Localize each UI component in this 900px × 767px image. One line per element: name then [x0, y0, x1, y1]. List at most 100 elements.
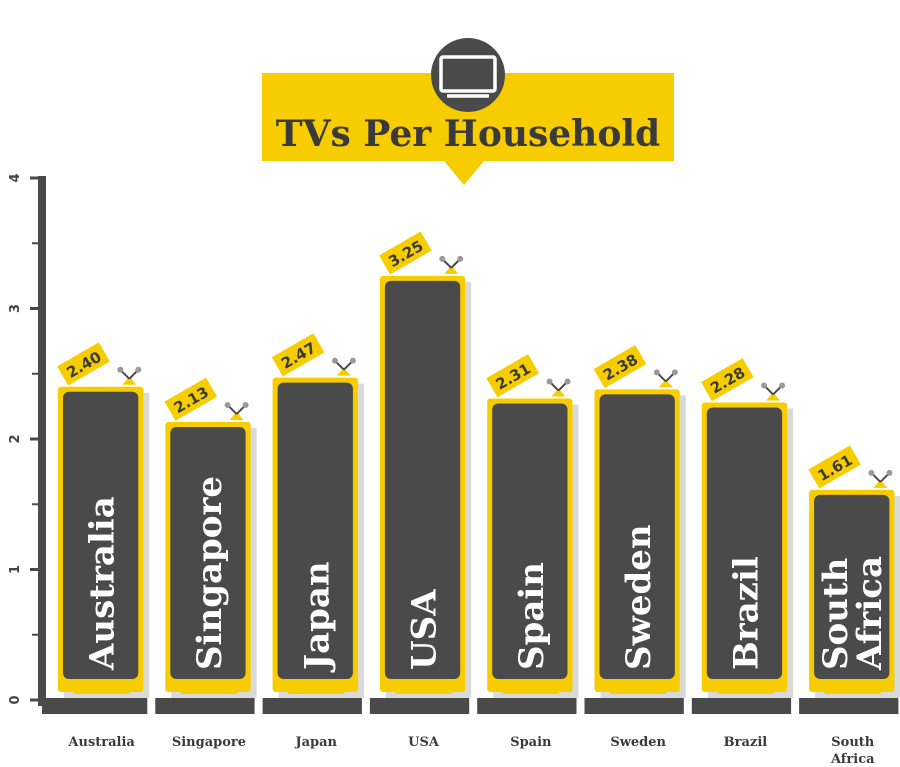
- x-category-label: Africa: [830, 752, 875, 767]
- antenna-knob: [224, 402, 231, 409]
- value-tag: 2.13: [164, 377, 218, 421]
- antenna-knob: [135, 366, 142, 373]
- antenna-rod: [772, 385, 782, 396]
- y-tick-label: 4: [8, 173, 23, 182]
- antenna-rod: [871, 473, 882, 483]
- bar-inner-label: Spain: [512, 562, 552, 670]
- x-category-label: Spain: [510, 735, 552, 750]
- antenna-rod: [450, 259, 460, 269]
- bar-stand: [73, 686, 130, 694]
- x-platform: [155, 698, 255, 714]
- antenna-base: [444, 265, 459, 274]
- antenna-knob: [439, 255, 446, 262]
- value-tag: 2.28: [701, 358, 754, 402]
- value-tag-bg: [57, 342, 110, 386]
- value-tag: 3.25: [379, 231, 432, 275]
- value-tag: 1.61: [808, 445, 861, 489]
- bar-group: 2.28 Brazil: [701, 358, 794, 698]
- bar-inner-label-line: South: [816, 558, 856, 670]
- value-tag-bg: [164, 377, 218, 421]
- value-tag-bg: [486, 354, 539, 398]
- y-tick-label: 1: [8, 565, 23, 574]
- antenna-rod: [343, 360, 353, 371]
- x-platform: [799, 698, 899, 714]
- antenna-knob: [868, 469, 875, 476]
- bar-inner-label: Singapore: [190, 476, 230, 670]
- antenna-knob: [242, 402, 249, 409]
- tv-icon: [431, 38, 505, 112]
- bar-inner-label-line: Brazil: [726, 556, 766, 670]
- x-category-label: Singapore: [172, 735, 246, 750]
- bar-inner-label-line: Africa: [850, 556, 890, 671]
- antenna-base: [336, 367, 351, 376]
- value-tag-bg: [271, 333, 325, 377]
- bar-stand: [610, 686, 667, 694]
- bar: [814, 494, 890, 679]
- bar-stand: [502, 686, 559, 694]
- bars-group: 2.40 Australia 2.13 Singapore 2.47 Japan 3.25 U…: [57, 231, 900, 698]
- value-tag: 2.31: [486, 354, 539, 398]
- antenna-base: [551, 388, 566, 397]
- x-category-label: South: [831, 735, 875, 750]
- value-tag: 2.38: [593, 345, 647, 389]
- value-tag-bg: [379, 231, 432, 275]
- bar: [492, 403, 568, 679]
- antenna-rod: [557, 381, 568, 392]
- x-platform: [42, 698, 148, 714]
- x-platform: [369, 698, 470, 714]
- value-tag-bg: [701, 358, 754, 402]
- bar-inner-label: Sweden: [619, 524, 659, 670]
- antenna-knob: [761, 382, 768, 389]
- bar-inner-label-line: Singapore: [190, 476, 230, 670]
- bar-stand: [395, 686, 452, 694]
- value-tag-bg: [808, 445, 861, 489]
- bar: [170, 427, 246, 679]
- antenna-knob: [457, 255, 464, 262]
- value-tag-bg: [593, 345, 647, 389]
- antenna-knob: [671, 369, 678, 376]
- bar-stand: [288, 686, 345, 694]
- x-category-label: Sweden: [610, 735, 666, 750]
- bar-group: 2.38 Sweden: [593, 345, 686, 698]
- bar-group: 2.31 Spain: [486, 354, 579, 698]
- bar-stand: [180, 686, 237, 694]
- x-platform: [584, 698, 684, 714]
- antenna-knob: [653, 369, 660, 376]
- bar: [384, 280, 461, 679]
- x-category-label: Australia: [67, 735, 135, 750]
- antenna-rod: [879, 473, 890, 483]
- bar-inner-label: Brazil: [726, 556, 766, 670]
- antenna-rod: [120, 370, 131, 380]
- antenna-rod: [764, 385, 774, 396]
- x-platform: [691, 698, 792, 714]
- antenna-knob: [546, 378, 553, 385]
- antenna-rod: [442, 259, 452, 269]
- antenna-rod: [549, 381, 560, 392]
- bar-inner-label: USA: [405, 589, 445, 670]
- x-platform: [477, 698, 577, 714]
- bar-group: 2.13 Singapore: [164, 377, 257, 698]
- antenna-rod: [335, 360, 345, 371]
- antenna-rod: [128, 370, 139, 380]
- antenna-base: [229, 412, 244, 421]
- bar-inner-label-line: Japan: [297, 561, 337, 673]
- bar-group: 3.25 USA: [379, 231, 472, 698]
- bar-inner-label-line: Sweden: [619, 524, 659, 670]
- y-tick-label: 0: [8, 695, 23, 704]
- antenna-rod: [665, 372, 675, 383]
- bar-inner-label-line: USA: [405, 589, 445, 670]
- bar: [599, 394, 675, 679]
- x-category-label: USA: [408, 735, 440, 750]
- x-category-label: Japan: [294, 735, 337, 750]
- antenna-knob: [331, 357, 338, 364]
- x-platform: [262, 698, 362, 714]
- bar-inner-label: Australia: [83, 496, 123, 671]
- x-axis-labels: Australia Singapore Japan USA Spain Sweden Bra…: [67, 735, 875, 767]
- antenna-base: [122, 376, 137, 385]
- antenna-knob: [779, 382, 786, 389]
- y-axis: 0 1 2 3 4: [8, 173, 46, 706]
- bar: [277, 382, 353, 679]
